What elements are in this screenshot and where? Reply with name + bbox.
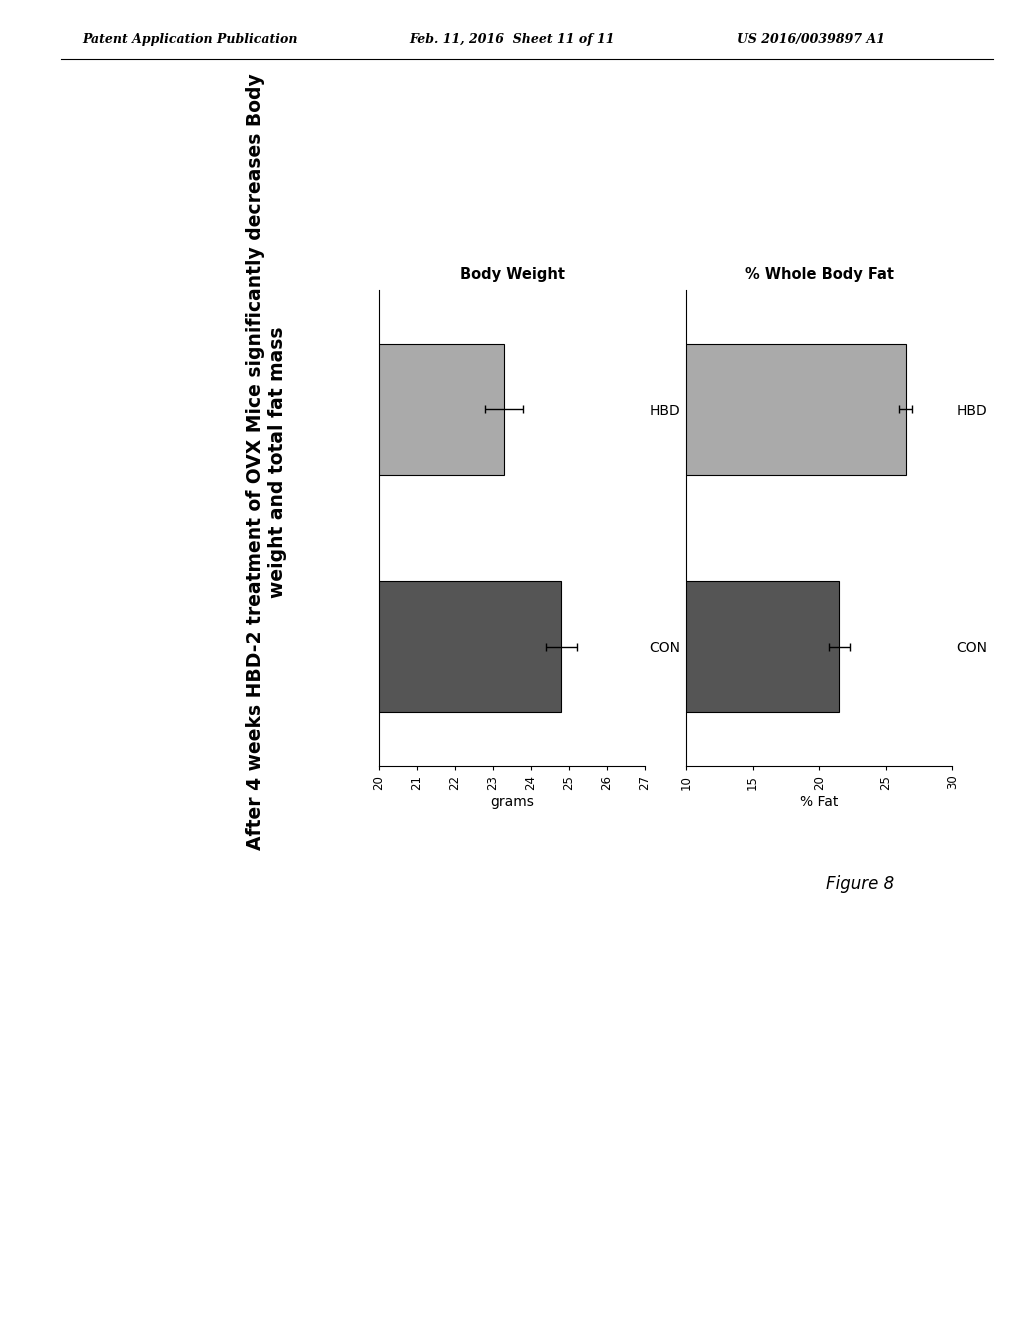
Bar <box>553 581 840 713</box>
Title: % Whole Body Fat: % Whole Body Fat <box>744 267 894 282</box>
Text: US 2016/0039897 A1: US 2016/0039897 A1 <box>737 33 886 46</box>
Text: After 4 weeks HBD-2 treatment of OVX Mice significantly decreases Body
weight an: After 4 weeks HBD-2 treatment of OVX Mic… <box>246 74 287 850</box>
X-axis label: grams: grams <box>490 795 534 809</box>
Bar <box>0 343 505 474</box>
Title: Body Weight: Body Weight <box>460 267 564 282</box>
Text: Figure 8: Figure 8 <box>826 875 894 894</box>
Bar <box>0 581 561 713</box>
Text: Patent Application Publication: Patent Application Publication <box>82 33 297 46</box>
X-axis label: % Fat: % Fat <box>800 795 839 809</box>
Text: Feb. 11, 2016  Sheet 11 of 11: Feb. 11, 2016 Sheet 11 of 11 <box>410 33 615 46</box>
Bar <box>553 343 906 474</box>
